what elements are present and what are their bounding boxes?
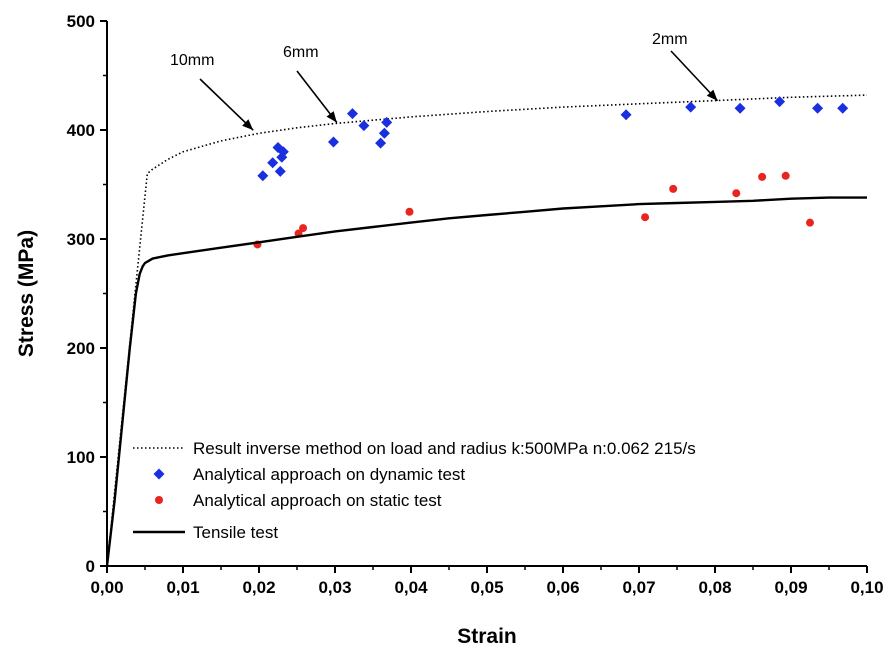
legend-label: Tensile test — [193, 523, 278, 542]
annotation-arrowhead — [706, 89, 718, 101]
static-test-point — [405, 207, 414, 216]
dynamic-test-point — [774, 96, 786, 108]
legend-label: Analytical approach on dynamic test — [193, 465, 465, 484]
x-tick-label: 0,00 — [90, 578, 123, 597]
annotation-label: 10mm — [170, 52, 214, 69]
dynamic-test-point — [257, 170, 269, 182]
dynamic-test-point — [812, 102, 824, 114]
series-analytical-approach-on-dynamic-test — [257, 96, 849, 182]
dynamic-test-point — [620, 109, 632, 121]
y-tick-label: 100 — [67, 448, 95, 467]
x-tick-label: 0,05 — [470, 578, 503, 597]
x-tick-label: 0,03 — [318, 578, 351, 597]
dynamic-test-point — [381, 116, 393, 128]
legend: Result inverse method on load and radius… — [133, 439, 696, 542]
dynamic-test-point — [267, 157, 279, 169]
static-test-point — [732, 189, 741, 198]
dynamic-test-point — [274, 165, 286, 177]
annotation-arrowhead — [326, 111, 337, 123]
legend-swatch — [153, 468, 165, 480]
x-tick-label: 0,06 — [546, 578, 579, 597]
annotation-arrowhead — [242, 119, 254, 131]
legend-label: Analytical approach on static test — [193, 491, 442, 510]
annotation-10mm: 10mm — [170, 52, 254, 131]
dynamic-test-point — [685, 101, 697, 113]
dynamic-test-point — [378, 127, 390, 139]
static-test-point — [669, 184, 678, 193]
axes — [106, 21, 867, 567]
annotation-arrow — [670, 50, 719, 102]
annotation-label: 2mm — [652, 31, 688, 48]
annotation-6mm: 6mm — [283, 44, 338, 124]
series-result-inverse-method-on-load-and-radius — [106, 94, 868, 567]
legend-entry: Analytical approach on dynamic test — [153, 465, 465, 484]
tensile-test-curve — [105, 196, 867, 567]
legend-swatch — [155, 496, 163, 504]
x-tick-label: 0,10 — [850, 578, 883, 597]
x-tick-label: 0,02 — [242, 578, 275, 597]
legend-label: Result inverse method on load and radius… — [193, 439, 696, 458]
dynamic-test-point — [734, 102, 746, 114]
legend-entry: Tensile test — [133, 523, 278, 542]
x-tick-label: 0,04 — [394, 578, 428, 597]
x-tick-label: 0,08 — [698, 578, 731, 597]
annotation-label: 6mm — [283, 44, 319, 61]
x-tick-label: 0,01 — [166, 578, 199, 597]
y-tick-label: 300 — [67, 230, 95, 249]
y-tick-label: 200 — [67, 339, 95, 358]
annotation-2mm: 2mm — [652, 31, 719, 102]
y-tick-label: 400 — [67, 121, 95, 140]
inverse-method-curve — [106, 94, 868, 567]
dynamic-test-point — [346, 108, 358, 120]
x-axis-title: Strain — [457, 625, 517, 648]
chart-marks — [105, 94, 868, 567]
static-test-point — [781, 171, 790, 180]
dynamic-test-point — [327, 136, 339, 148]
static-test-point — [299, 224, 308, 233]
static-test-point — [641, 213, 650, 222]
y-axis-title: Stress (MPa) — [15, 230, 38, 357]
dynamic-test-point — [277, 146, 289, 158]
dynamic-test-point — [837, 102, 849, 114]
x-tick-label: 0,09 — [774, 578, 807, 597]
legend-entry: Result inverse method on load and radius… — [133, 439, 696, 458]
static-test-point — [806, 218, 814, 227]
dynamic-test-point — [375, 137, 387, 149]
annotation-arrow — [199, 78, 254, 131]
legend-entry: Analytical approach on static test — [155, 491, 442, 510]
dynamic-test-point — [358, 120, 370, 132]
axis-ticks: 0,00 0,01 0,02 0,03 0,04 0,05 0,06 0,07 0,08 0,09… — [67, 12, 884, 597]
x-tick-label: 0,07 — [622, 578, 655, 597]
y-tick-label: 0 — [86, 557, 95, 576]
annotations: 10mm 6mm 2mm — [170, 31, 719, 131]
series-tensile-test — [105, 196, 867, 567]
y-tick-label: 500 — [67, 12, 95, 31]
static-test-point — [758, 172, 767, 181]
